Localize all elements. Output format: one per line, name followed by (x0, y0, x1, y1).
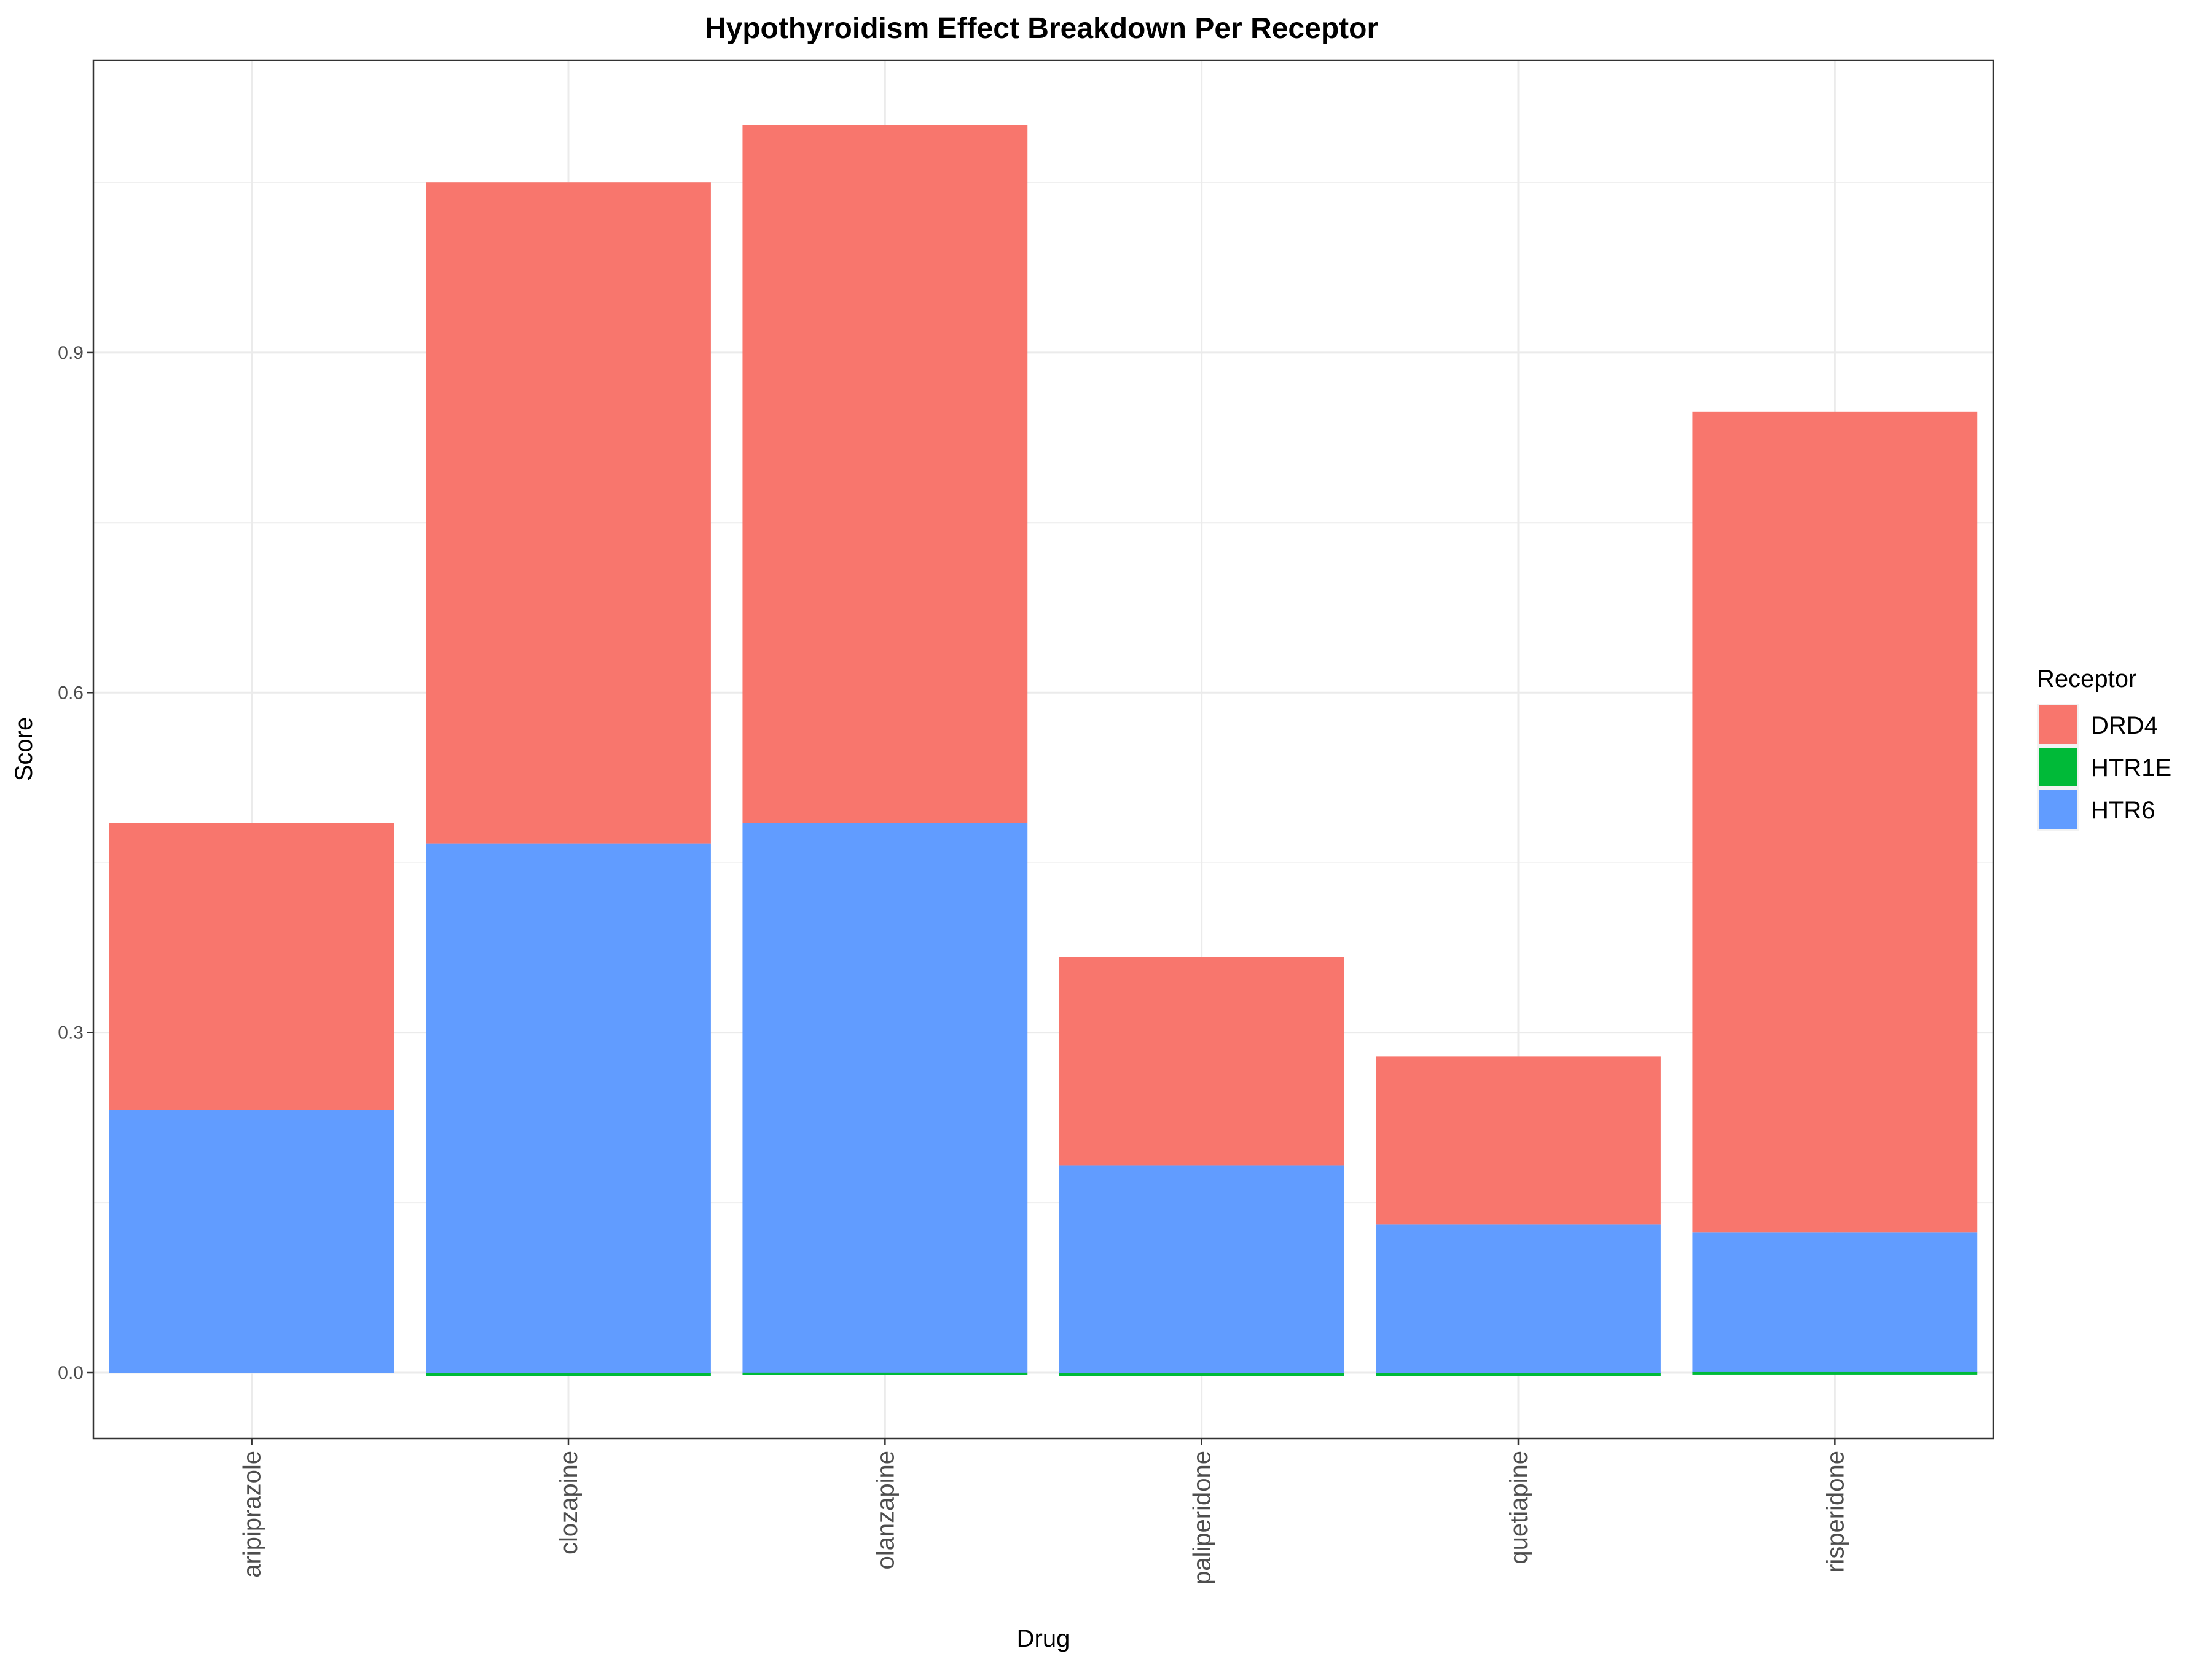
y-tick-label: 0.9 (58, 343, 84, 363)
x-axis-title: Drug (1017, 1625, 1070, 1652)
bars (109, 125, 1978, 1376)
x-tick-label-risperidone: risperidone (1822, 1451, 1849, 1572)
bar-clozapine-drd4 (426, 182, 711, 844)
legend-label-htr6: HTR6 (2091, 797, 2155, 824)
legend-label-drd4: DRD4 (2091, 712, 2158, 739)
bar-quetiapine-htr1e (1376, 1373, 1661, 1376)
bar-paliperidone-drd4 (1059, 957, 1344, 1166)
bar-olanzapine-htr6 (742, 823, 1028, 1373)
bar-paliperidone-htr1e (1059, 1373, 1344, 1376)
x-tick-label-aripiprazole: aripiprazole (239, 1451, 266, 1578)
x-tick-label-olanzapine: olanzapine (872, 1451, 899, 1570)
bar-aripiprazole-drd4 (109, 823, 394, 1110)
x-tick-label-quetiapine: quetiapine (1505, 1451, 1532, 1564)
x-axis: aripiprazole clozapine olanzapine paliperid… (239, 1438, 1849, 1585)
bar-risperidone-htr6 (1692, 1232, 1978, 1373)
y-tick-label: 0.0 (58, 1363, 84, 1383)
bar-olanzapine-drd4 (742, 125, 1028, 823)
bar-paliperidone-htr6 (1059, 1165, 1344, 1373)
legend-label-htr1e: HTR1E (2091, 755, 2171, 782)
y-axis-title: Score (10, 717, 37, 782)
legend-title: Receptor (2037, 665, 2136, 692)
legend-swatch-drd4 (2039, 705, 2077, 744)
bar-clozapine-htr1e (426, 1373, 711, 1376)
bar-risperidone-htr1e (1692, 1371, 1978, 1375)
y-tick-label: 0.3 (58, 1023, 84, 1043)
bar-olanzapine-htr1e (742, 1372, 1028, 1375)
legend: Receptor DRD4 HTR1E HTR6 (2037, 665, 2171, 831)
bar-quetiapine-drd4 (1376, 1056, 1661, 1225)
y-tick-label: 0.6 (58, 683, 84, 703)
legend-swatch-htr1e (2039, 748, 2077, 786)
chart-title: Hypothyroidism Effect Breakdown Per Rece… (705, 12, 1378, 45)
bar-aripiprazole-htr6 (109, 1110, 394, 1373)
legend-swatch-htr6 (2039, 790, 2077, 829)
y-axis: 0.0 0.3 0.6 0.9 (58, 343, 93, 1383)
panel-border (92, 59, 1994, 1440)
x-tick-label-paliperidone: paliperidone (1189, 1451, 1216, 1585)
bar-clozapine-htr6 (426, 843, 711, 1373)
bar-risperidone-drd4 (1692, 411, 1978, 1233)
bar-quetiapine-htr6 (1376, 1224, 1661, 1373)
x-tick-label-clozapine: clozapine (555, 1451, 582, 1555)
